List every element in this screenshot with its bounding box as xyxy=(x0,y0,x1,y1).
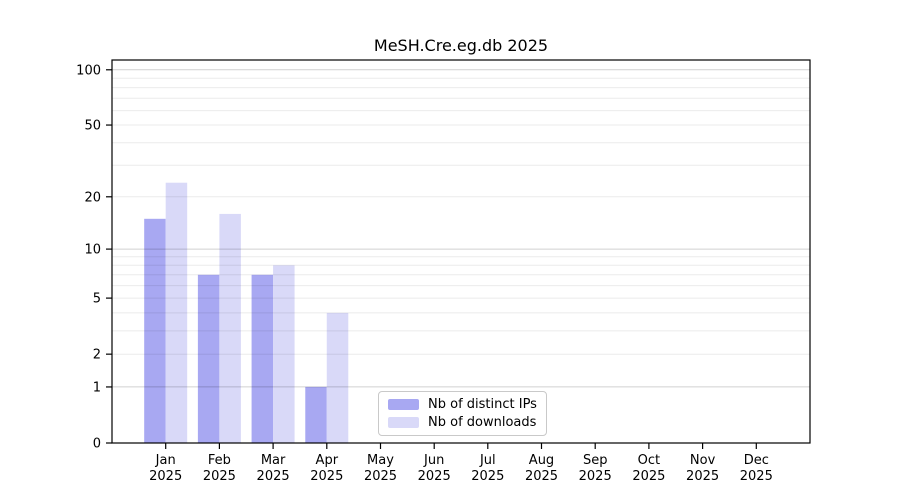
x-tick-label: Jun 2025 xyxy=(418,453,451,484)
y-tick-label: 5 xyxy=(93,292,101,307)
x-tick-label: Sep 2025 xyxy=(579,453,612,484)
y-tick-label: 0 xyxy=(93,437,101,452)
legend: Nb of distinct IPs Nb of downloads xyxy=(378,391,547,436)
bars-downloads xyxy=(165,182,349,443)
legend-label-distinct-ips: Nb of distinct IPs xyxy=(428,397,537,412)
x-tick-label: Apr 2025 xyxy=(310,453,343,484)
x-tick-label: Jul 2025 xyxy=(471,453,504,484)
x-tick-label: Mar 2025 xyxy=(257,453,290,484)
x-tick-label: Aug 2025 xyxy=(525,453,558,484)
legend-item-distinct-ips: Nb of distinct IPs xyxy=(388,397,537,412)
x-tick-label: Feb 2025 xyxy=(203,453,236,484)
x-tick-label: May 2025 xyxy=(364,453,397,484)
gridlines-minor xyxy=(112,77,810,355)
gridlines-major xyxy=(112,69,810,388)
y-tick-label: 2 xyxy=(93,348,101,363)
bars-distinct-ips xyxy=(144,218,327,443)
x-axis: Jan 2025 Feb 2025 Mar 2025 Apr 2025 May 2025 Jun 20… xyxy=(149,443,773,484)
y-tick-label: 20 xyxy=(84,190,101,205)
legend-swatch-downloads xyxy=(388,417,419,428)
y-axis: 0 1 2 5 10 20 50 100 xyxy=(76,63,112,452)
y-tick-label: 50 xyxy=(84,119,101,134)
x-tick-label: Nov 2025 xyxy=(686,453,719,484)
y-tick-label: 1 xyxy=(93,380,101,395)
x-tick-label: Dec 2025 xyxy=(740,453,773,484)
y-tick-label: 100 xyxy=(76,63,101,78)
plot-border xyxy=(111,59,811,444)
chart-title: MeSH.Cre.eg.db 2025 xyxy=(373,36,549,55)
legend-item-downloads: Nb of downloads xyxy=(388,415,537,430)
x-tick-label: Jan 2025 xyxy=(149,453,182,484)
legend-swatch-distinct-ips xyxy=(388,399,419,410)
y-tick-label: 10 xyxy=(84,243,101,258)
x-tick-label: Oct 2025 xyxy=(632,453,665,484)
legend-label-downloads: Nb of downloads xyxy=(428,415,537,430)
